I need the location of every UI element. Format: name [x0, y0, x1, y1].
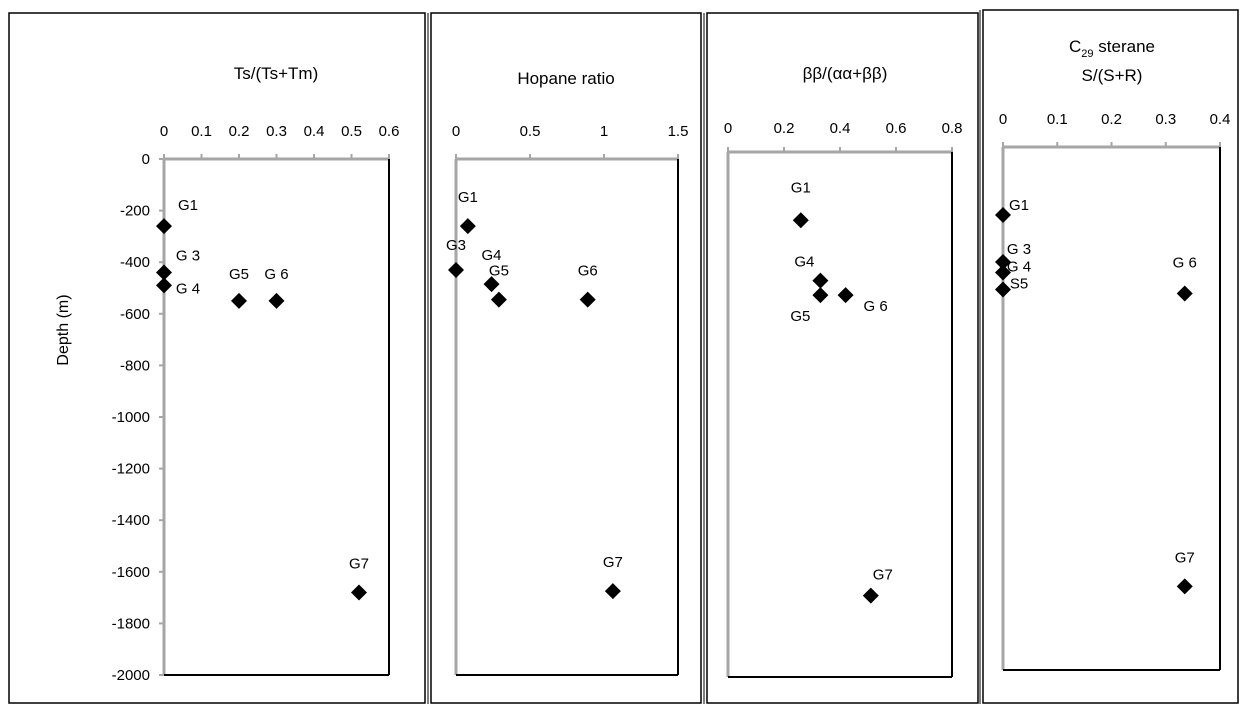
- x-tick-label: 0.5: [520, 123, 541, 140]
- point-label: G6: [578, 263, 598, 280]
- point-label: G7: [1175, 549, 1195, 566]
- y-tick-label: -400: [120, 254, 150, 271]
- data-point-g4: [812, 272, 829, 289]
- point-label: G3: [446, 237, 466, 254]
- data-point-g1: [995, 206, 1011, 223]
- y-tick-label: -600: [120, 306, 150, 323]
- point-label: G7: [603, 554, 623, 571]
- x-tick-label: 0: [160, 123, 168, 140]
- y-tick-label: 0: [142, 151, 150, 168]
- y-tick-label: -1600: [112, 564, 150, 581]
- data-point-g6: [1176, 285, 1193, 302]
- panel-frame-3: [706, 12, 979, 704]
- data-point-g3: [995, 254, 1011, 271]
- point-label: S5: [1010, 276, 1028, 293]
- y-axis-label: Depth (m): [55, 294, 72, 365]
- data-point-s5: [995, 281, 1011, 298]
- title-panel-4: C29 sterane: [1069, 37, 1155, 60]
- data-point-g3: [448, 261, 464, 278]
- x-tick-label: 0.3: [266, 123, 287, 140]
- x-tick-label: 1: [600, 123, 608, 140]
- data-point-g4: [483, 276, 500, 293]
- panel-frame-1: [8, 12, 426, 704]
- x-tick-label: 1.5: [668, 123, 689, 140]
- data-point-g7: [1176, 578, 1193, 595]
- x-tick-label: 0.5: [341, 123, 362, 140]
- x-tick-label: 0: [452, 123, 460, 140]
- plot-1: 0 0.1 0.2 0.3 0.4 0.5 0.6 0 -200 -400 -600 -800 -100…: [112, 123, 400, 684]
- point-label: G5: [229, 266, 249, 283]
- title-panel-2: Hopane ratio: [517, 69, 614, 88]
- plot-4: 0 0.1 0.2 0.3 0.4 G1 G 3G 4S5 G 6 G7: [995, 111, 1231, 671]
- panel-frame-4: [982, 9, 1239, 704]
- x-tick-label: 0.8: [942, 120, 963, 137]
- point-label: G4: [482, 247, 502, 264]
- point-label: G5: [790, 308, 810, 325]
- data-point-g6: [837, 287, 854, 304]
- plot-3: 0 0.2 0.4 0.6 0.8 G1 G4 G5 G 6 G7: [724, 120, 963, 678]
- data-point-g6: [579, 291, 596, 308]
- y-tick-label: -1000: [112, 409, 150, 426]
- x-tick-label: 0: [999, 111, 1007, 128]
- x-tick-label: 0: [724, 120, 732, 137]
- point-label: G4: [794, 254, 814, 271]
- data-point-g5: [231, 292, 247, 309]
- title-panel-3: ββ/(αα+ββ): [803, 64, 888, 83]
- point-label: G 4: [1007, 259, 1031, 276]
- y-tick-label: -1400: [112, 512, 150, 529]
- data-point-g1: [156, 218, 172, 235]
- x-tick-label: 0.4: [830, 120, 851, 137]
- x-tick-label: 0.4: [304, 123, 325, 140]
- point-label: G 6: [1173, 254, 1197, 271]
- point-label: G 6: [264, 266, 288, 283]
- data-point-g3: [156, 264, 172, 281]
- point-label: G 3: [1007, 241, 1031, 258]
- x-tick-label: 0.3: [1155, 111, 1176, 128]
- point-label: G 6: [864, 298, 888, 315]
- x-tick-label: 0.4: [1210, 111, 1231, 128]
- data-point-g4: [995, 264, 1011, 281]
- x-tick-label: 0.6: [379, 123, 400, 140]
- data-point-g7: [862, 587, 879, 604]
- panel-frame-2: [430, 12, 702, 704]
- data-point-g1: [792, 212, 809, 229]
- y-tick-label: -800: [120, 357, 150, 374]
- point-label: G7: [349, 555, 369, 572]
- point-label: G 4: [176, 280, 200, 297]
- title-panel-1: Ts/(Ts+Tm): [234, 64, 319, 83]
- point-label: G 3: [176, 248, 200, 265]
- data-point-g7: [351, 584, 367, 601]
- point-label: G7: [873, 567, 893, 584]
- data-point-g4: [156, 277, 172, 294]
- data-point-g5: [812, 287, 829, 304]
- point-label: G1: [178, 197, 198, 214]
- point-label: G5: [489, 263, 509, 280]
- y-tick-label: -2000: [112, 667, 150, 684]
- title-panel-4-line2: S/(S+R): [1082, 66, 1143, 85]
- x-tick-label: 0.2: [774, 120, 795, 137]
- point-label: G1: [791, 179, 811, 196]
- y-tick-label: -200: [120, 203, 150, 220]
- point-label: G1: [458, 189, 478, 206]
- data-point-g6: [268, 292, 285, 309]
- x-tick-label: 0.1: [191, 123, 212, 140]
- y-tick-label: -1200: [112, 461, 150, 478]
- x-tick-label: 0.1: [1047, 111, 1068, 128]
- data-point-g5: [490, 291, 507, 308]
- x-tick-label: 0.6: [886, 120, 907, 137]
- x-tick-label: 0.2: [1101, 111, 1122, 128]
- data-point-g1: [459, 218, 476, 235]
- point-label: G1: [1009, 197, 1029, 214]
- y-tick-label: -1800: [112, 615, 150, 632]
- x-tick-label: 0.2: [229, 123, 250, 140]
- data-point-g7: [604, 583, 621, 600]
